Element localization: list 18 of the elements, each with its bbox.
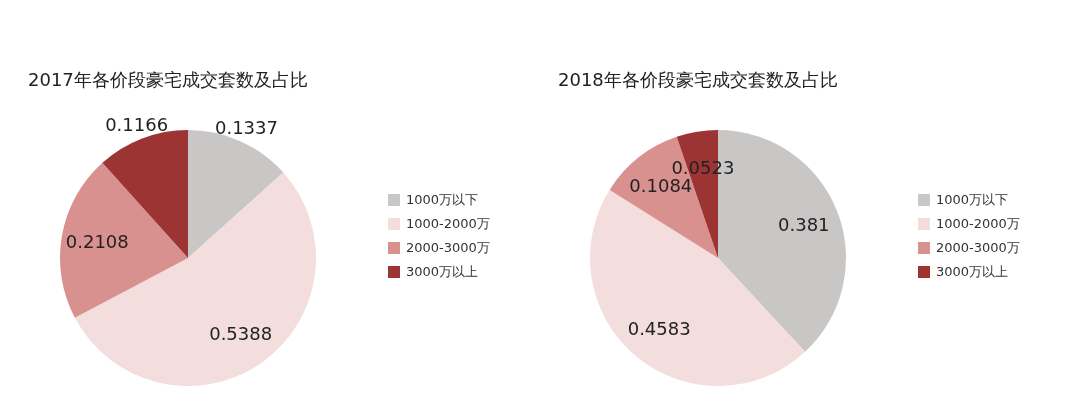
data-label: 0.381 bbox=[778, 213, 830, 235]
legend-label: 2000-3000万 bbox=[406, 239, 490, 257]
chart-title: 2018年各价段豪宅成交套数及占比 bbox=[558, 68, 838, 92]
data-label: 0.5388 bbox=[209, 323, 273, 345]
pie-slice bbox=[60, 162, 188, 318]
data-label: 0.4583 bbox=[627, 318, 691, 340]
legend-label: 2000-3000万 bbox=[936, 239, 1020, 257]
legend-label: 1000-2000万 bbox=[406, 215, 490, 233]
data-label: 0.1166 bbox=[105, 113, 169, 135]
data-label: 0.1337 bbox=[214, 116, 278, 138]
legend-label: 1000万以下 bbox=[406, 191, 479, 209]
legend-label: 1000万以下 bbox=[936, 191, 1009, 209]
data-label: 0.2108 bbox=[65, 231, 129, 253]
chart-title: 2017年各价段豪宅成交套数及占比 bbox=[28, 68, 308, 92]
data-label: 0.1084 bbox=[629, 175, 693, 197]
legend-label: 3000万以上 bbox=[406, 263, 479, 281]
legend-label: 3000万以上 bbox=[936, 263, 1009, 281]
legend-label: 1000-2000万 bbox=[936, 215, 1020, 233]
